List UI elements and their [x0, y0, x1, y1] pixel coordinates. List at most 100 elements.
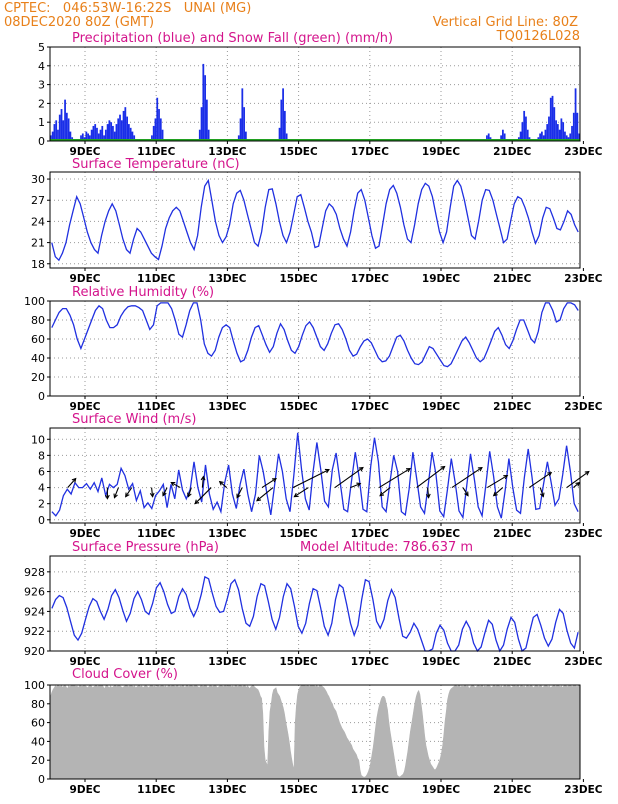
cloud-xtick-label: 9DEC	[70, 784, 101, 796]
wind-ytick-label: 0	[38, 514, 45, 527]
rh-xtick-label: 19DEC	[422, 401, 461, 413]
precip-bar	[519, 131, 522, 141]
precip-bar	[96, 127, 98, 141]
precip-bar	[569, 133, 572, 141]
wind-arrowhead	[256, 496, 262, 502]
wind-arrowhead	[547, 471, 553, 477]
wind-arrow	[292, 469, 330, 489]
precip-bar	[133, 135, 136, 141]
precip-bar	[104, 129, 107, 141]
wind-arrow	[261, 478, 277, 489]
wind-arrow	[539, 487, 544, 497]
wind-xtick-label: 11DEC	[137, 528, 176, 540]
pres-xtick-label: 15DEC	[279, 656, 318, 668]
precip-bar	[67, 118, 70, 141]
rh-ytick-label: 80	[31, 314, 45, 327]
precip-bar	[487, 133, 490, 141]
pres-xtick-label: 9DEC	[70, 656, 101, 668]
rh-ytick-label: 0	[38, 390, 45, 403]
pres-grid	[50, 556, 580, 651]
precip-bar	[55, 120, 58, 141]
wind-arrowhead	[492, 491, 498, 497]
wind-arrow	[573, 482, 580, 488]
pres-xtick-label: 17DEC	[351, 656, 390, 668]
precip-bar	[500, 135, 503, 141]
wind-arrowhead	[218, 480, 224, 486]
rh-ytick-label: 40	[31, 352, 45, 365]
rh-xtick-label: 21DEC	[493, 401, 532, 413]
wind-grid	[50, 428, 580, 523]
precip-bar	[560, 118, 563, 141]
precip-bar	[200, 107, 203, 141]
wind-vectors	[67, 465, 590, 505]
precip-bar	[131, 131, 134, 141]
wind-arrowhead	[170, 482, 176, 487]
wind-arrow	[187, 487, 192, 497]
precip-bar	[526, 129, 529, 141]
temp-xtick-label: 21DEC	[493, 273, 532, 285]
precip-bar	[237, 135, 240, 141]
cloud-ytick-label: 20	[31, 754, 45, 767]
precip-bar	[544, 129, 547, 141]
wind-arrowhead	[71, 477, 77, 483]
temp-grid	[50, 172, 580, 268]
pres-ytick-label: 928	[24, 566, 45, 579]
cloud-ytick-label: 80	[31, 698, 45, 711]
wind-arrowhead	[503, 475, 509, 480]
wind-arrow	[219, 481, 228, 488]
wind-arrow	[334, 467, 364, 489]
rh-panel: Relative Humidity (%) 0 20 40 60 80 100 9DEC 11D…	[24, 285, 603, 413]
precip-bar	[521, 122, 524, 141]
pres-annotation: Model Altitude: 786.637 m	[300, 540, 473, 555]
precip-bar	[571, 125, 573, 141]
precip-bar	[80, 135, 82, 141]
wind-arrowhead	[440, 465, 446, 471]
precip-xtick-label: 13DEC	[208, 146, 247, 158]
wind-line	[51, 432, 579, 520]
wind-arrowhead	[379, 491, 385, 497]
wind-ytick-label: 10	[31, 433, 45, 446]
precip-bar	[81, 133, 84, 141]
wind-xtick-label: 17DEC	[351, 528, 390, 540]
precip-bar	[523, 110, 526, 141]
wind-arrowhead	[356, 482, 362, 488]
wind-arrow	[125, 487, 133, 497]
precip-bar	[97, 133, 100, 141]
cloud-ytick-label: 40	[31, 735, 45, 748]
temp-title: Surface Temperature (nC)	[72, 157, 240, 172]
wind-arrowhead	[187, 492, 192, 498]
wind-arrowhead	[113, 493, 118, 499]
precip-bar	[112, 125, 114, 141]
precip-xtick-label: 21DEC	[493, 146, 532, 158]
wind-title: Surface Wind (m/s)	[72, 412, 196, 427]
precip-frame	[49, 46, 581, 142]
wind-arrow	[151, 487, 154, 497]
precip-ytick-label: 4	[38, 60, 45, 73]
precip-panel: Precipitation (blue) and Snow Fall (gree…	[38, 31, 603, 158]
precip-grid	[50, 47, 580, 141]
precip-bar	[154, 118, 157, 141]
pres-ytick-label: 926	[24, 586, 45, 599]
precip-bar	[565, 135, 568, 141]
temp-xtick-label: 9DEC	[70, 273, 101, 285]
precip-bar	[555, 120, 557, 141]
precip-bar	[574, 88, 577, 141]
wind-arrowhead	[405, 468, 411, 473]
wind-arrowhead	[149, 492, 155, 498]
precip-bar	[119, 114, 121, 141]
cloud-xtick-label: 23DEC	[564, 784, 603, 796]
precip-bar	[69, 131, 72, 141]
precip-bar	[541, 131, 543, 141]
wind-arrow	[236, 487, 243, 498]
precip-bar	[108, 120, 111, 141]
cloud-xtick-label: 21DEC	[493, 784, 532, 796]
rh-ytick-label: 60	[31, 333, 45, 346]
wind-arrow	[493, 487, 504, 496]
wind-arrow	[528, 472, 552, 489]
precip-bar	[576, 112, 579, 141]
precip-bar	[87, 133, 89, 141]
rh-xtick-label: 15DEC	[279, 401, 318, 413]
rh-xtick-label: 17DEC	[351, 401, 390, 413]
precip-bar	[126, 116, 128, 141]
